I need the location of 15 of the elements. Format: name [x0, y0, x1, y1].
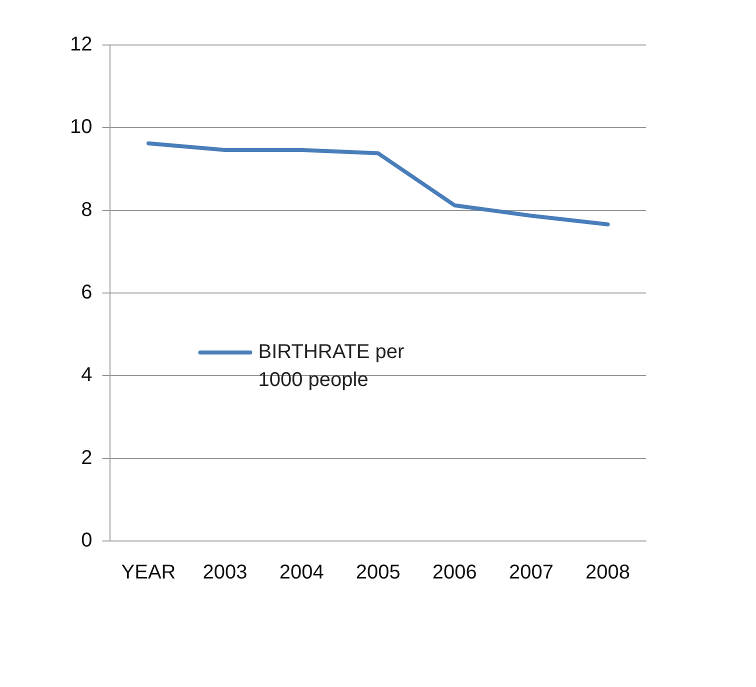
x-tick-label: 2004 [279, 562, 324, 584]
y-tick-label: 4 [81, 364, 92, 386]
x-tick-label: 2007 [508, 562, 554, 584]
x-tick-label: 2008 [585, 562, 630, 584]
y-tick-label: 0 [81, 530, 92, 552]
x-tick-label: 2005 [356, 562, 400, 584]
y-tick-label: 12 [70, 34, 92, 56]
y-tick-label: 8 [81, 198, 92, 221]
y-tick-label: 10 [70, 116, 92, 138]
legend-label: BIRTHRATE per 1000 people [258, 341, 405, 392]
x-tick-label: 2003 [202, 562, 248, 584]
x-tick-label: YEAR [121, 562, 176, 584]
x-tick-label: 2006 [432, 562, 477, 584]
y-tick-label: 2 [81, 446, 92, 469]
y-tick-label: 6 [81, 282, 92, 304]
